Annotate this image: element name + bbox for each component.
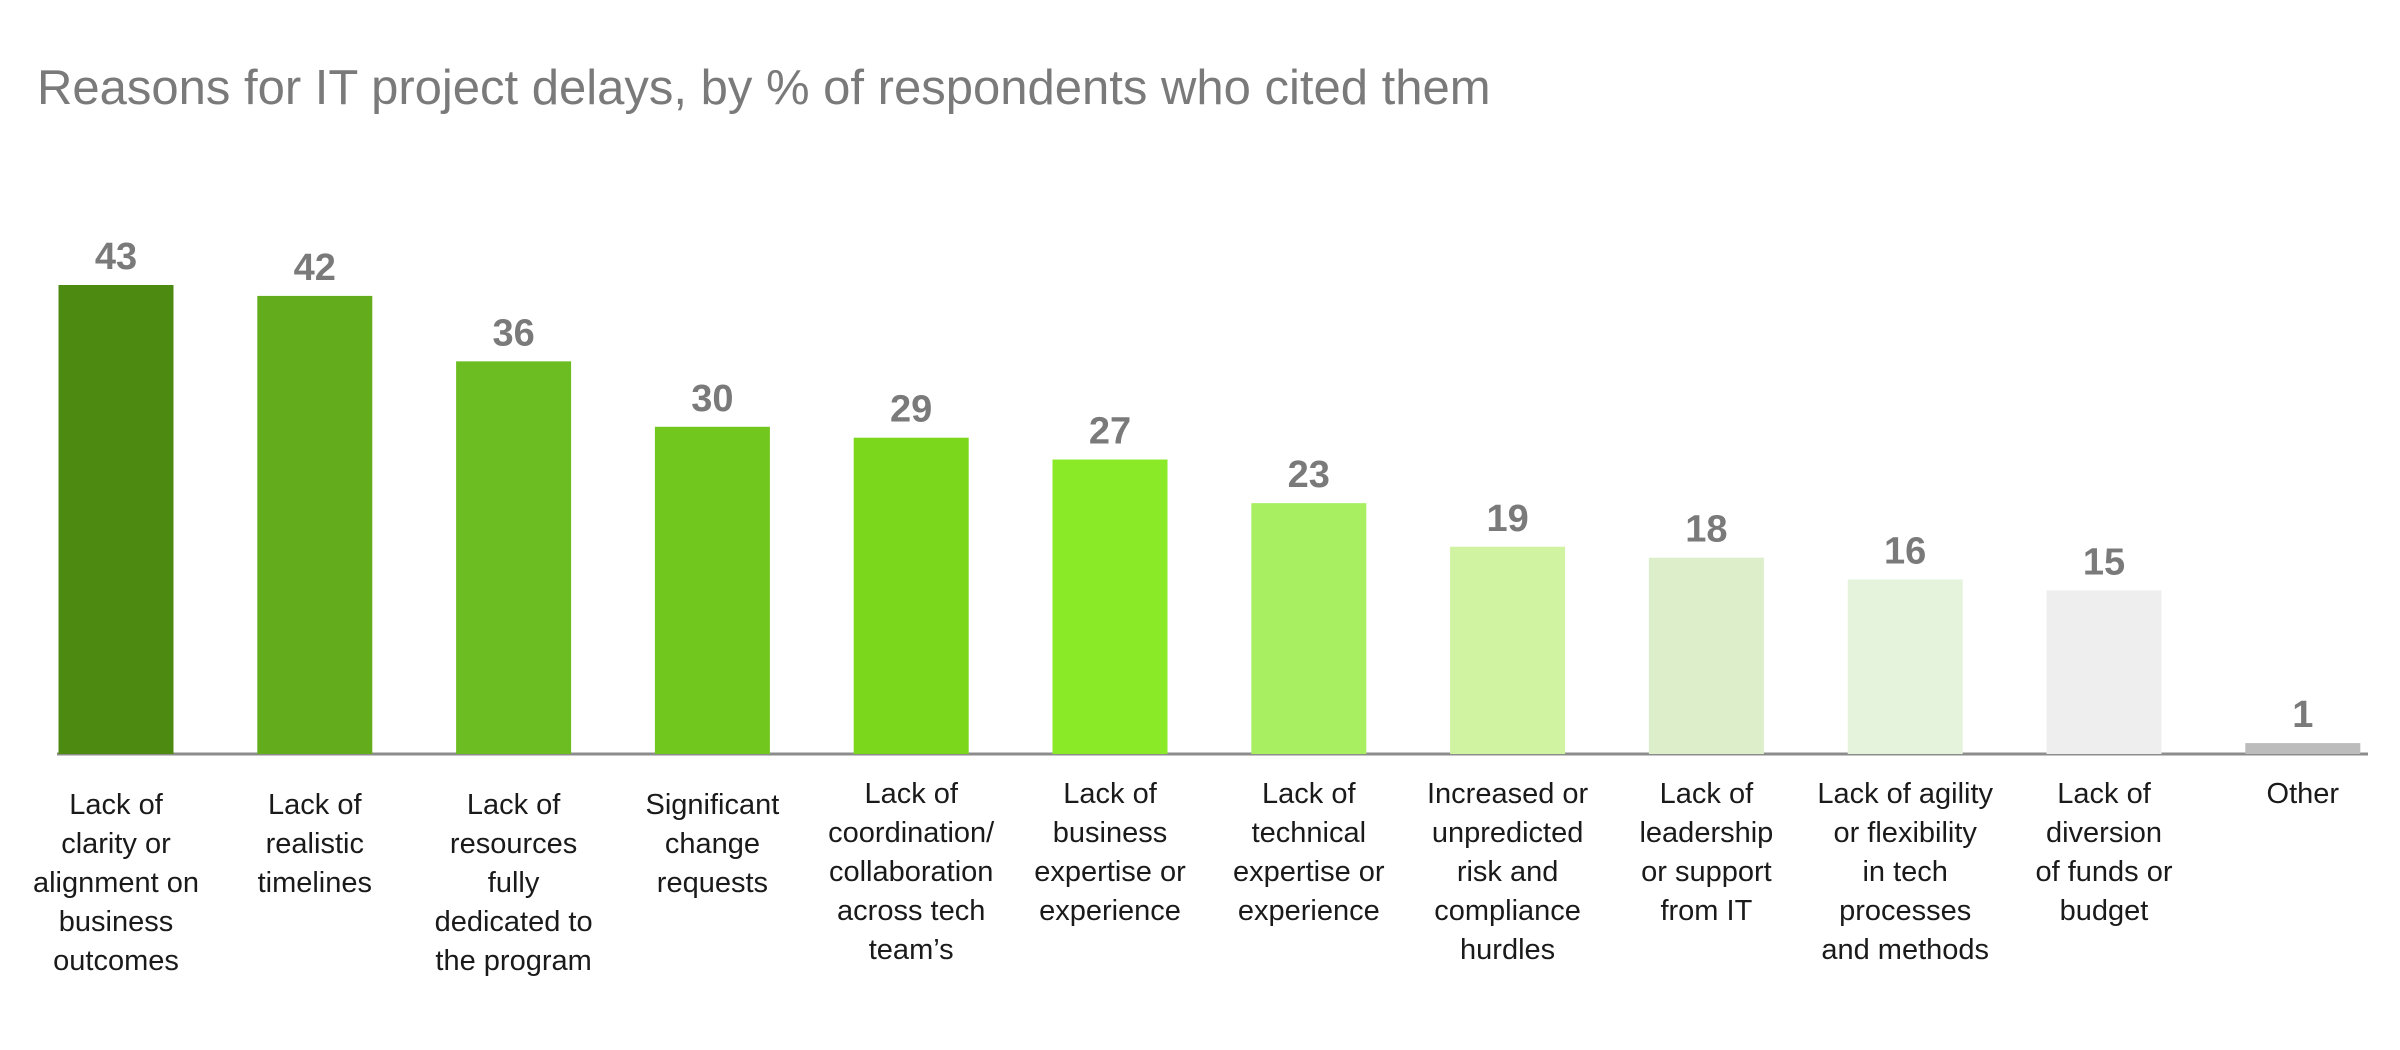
category-label-line: team’s xyxy=(869,934,954,966)
category-label-line: expertise or xyxy=(1233,856,1385,888)
category-label-line: experience xyxy=(1039,895,1181,927)
data-label: 42 xyxy=(294,247,336,289)
category-label-line: Other xyxy=(2267,778,2340,810)
category-label-line: leadership xyxy=(1639,817,1773,849)
category-label-line: compliance xyxy=(1434,895,1581,927)
bar xyxy=(1251,503,1367,754)
category-label-line: Lack of xyxy=(2057,778,2151,810)
category-label: Other xyxy=(2267,778,2340,810)
category-label-line: the program xyxy=(435,945,591,977)
category-label: Lack of business expertise or experience xyxy=(1034,778,1186,927)
category-label-line: experience xyxy=(1238,895,1380,927)
category-label-line: Increased or xyxy=(1427,778,1589,810)
category-label-line: risk and xyxy=(1457,856,1559,888)
category-label-line: Lack of xyxy=(268,789,362,821)
bar xyxy=(456,361,572,754)
data-label: 36 xyxy=(492,312,534,354)
bar xyxy=(1648,557,1764,754)
data-label: 19 xyxy=(1486,498,1528,540)
category-label-line: Significant xyxy=(645,789,779,821)
category-label-line: clarity or xyxy=(61,828,171,860)
data-label: 23 xyxy=(1288,454,1330,496)
category-label: Lack of resources fully dedicated to the pro… xyxy=(435,789,593,977)
category-label-line: across tech xyxy=(837,895,985,927)
bar xyxy=(1052,459,1168,754)
data-label: 29 xyxy=(890,389,932,431)
data-label: 27 xyxy=(1089,411,1131,453)
category-label-line: business xyxy=(1053,817,1167,849)
category-label-line: collaboration xyxy=(829,856,993,888)
data-label: 16 xyxy=(1884,530,1926,572)
category-label: Lack of technical expertise or experience xyxy=(1233,778,1385,927)
category-label-line: coordination/ xyxy=(828,817,995,849)
category-label-line: timelines xyxy=(258,867,372,899)
category-label-line: realistic xyxy=(266,828,364,860)
bar xyxy=(2245,743,2361,754)
category-label-line: in tech xyxy=(1862,856,1947,888)
category-label: Lack of leadership or support from IT xyxy=(1639,778,1773,927)
data-label: 1 xyxy=(2292,694,2313,736)
category-label-line: Lack of xyxy=(69,789,163,821)
category-label: Lack of diversion of funds or budget xyxy=(2035,778,2172,927)
bar xyxy=(853,437,969,754)
data-label: 43 xyxy=(95,236,137,278)
category-label: Increased or unpredicted risk and complianc… xyxy=(1427,778,1589,966)
category-label-line: Lack of xyxy=(1262,778,1356,810)
category-label: Lack of agility or flexibility in tech proc… xyxy=(1817,778,1993,966)
bar xyxy=(58,285,174,754)
category-label-line: Lack of agility xyxy=(1817,778,1993,810)
data-label: 18 xyxy=(1685,509,1727,551)
data-label: 15 xyxy=(2083,541,2125,583)
category-label-line: or support xyxy=(1641,856,1772,888)
category-label-line: requests xyxy=(657,867,768,899)
category-label-line: outcomes xyxy=(53,945,179,977)
bar xyxy=(1847,579,1963,754)
category-label-line: Lack of xyxy=(864,778,958,810)
category-label-line: diversion xyxy=(2046,817,2162,849)
category-label-line: budget xyxy=(2060,895,2149,927)
category-label-line: expertise or xyxy=(1034,856,1186,888)
bar xyxy=(2046,590,2162,754)
bar xyxy=(257,295,373,754)
category-label-line: unpredicted xyxy=(1432,817,1584,849)
category-label-line: technical xyxy=(1252,817,1366,849)
bar xyxy=(1450,546,1566,754)
category-label-line: alignment on xyxy=(33,867,199,899)
category-label-line: resources xyxy=(450,828,577,860)
category-label-line: and methods xyxy=(1821,934,1989,966)
bar xyxy=(654,426,770,754)
category-label-line: business xyxy=(59,906,173,938)
category-label-line: change xyxy=(665,828,760,860)
category-label: Lack of realistic timelines xyxy=(258,789,372,899)
category-label-line: from IT xyxy=(1660,895,1752,927)
category-label-line: processes xyxy=(1839,895,1971,927)
category-label-line: Lack of xyxy=(1660,778,1754,810)
category-label-line: of funds or xyxy=(2035,856,2172,888)
category-label-line: or flexibility xyxy=(1833,817,1977,849)
category-label: Significant change requests xyxy=(645,789,779,899)
category-label: Lack of clarity or alignment on business out… xyxy=(33,789,199,977)
category-label-line: dedicated to xyxy=(435,906,593,938)
chart-title: Reasons for IT project delays, by % of r… xyxy=(37,61,1491,115)
category-label-line: fully xyxy=(488,867,540,899)
category-label-line: Lack of xyxy=(467,789,561,821)
category-label: Lack of coordination/collaboration across … xyxy=(828,778,995,966)
data-label: 30 xyxy=(691,378,733,420)
category-label-line: hurdles xyxy=(1460,934,1555,966)
category-label-line: Lack of xyxy=(1063,778,1157,810)
